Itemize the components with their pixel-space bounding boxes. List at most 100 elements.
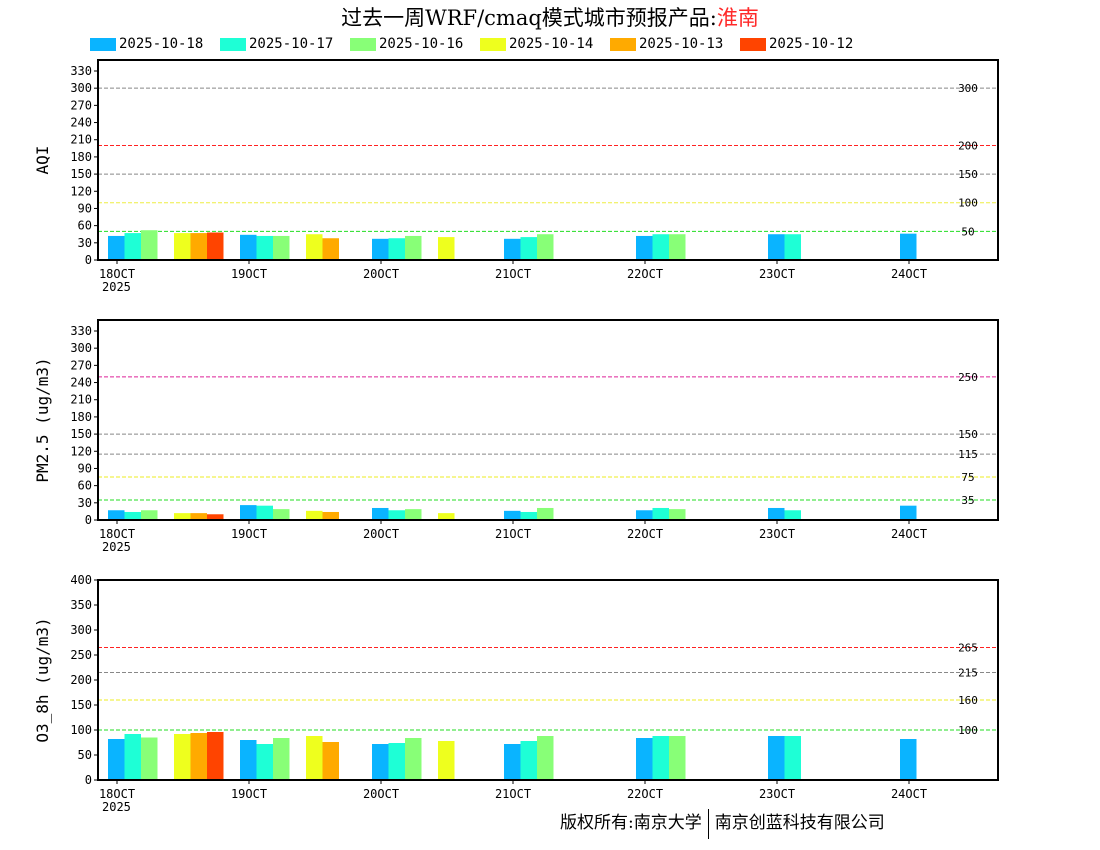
reference-label: 300 <box>958 82 978 95</box>
bar <box>388 510 405 520</box>
bar <box>652 507 669 520</box>
bar <box>768 507 785 520</box>
x-tick-label: 23OCT <box>759 527 795 541</box>
bar <box>190 733 207 780</box>
bar <box>537 507 554 520</box>
x-tick-label: 19OCT <box>231 527 267 541</box>
bar <box>537 736 554 780</box>
bar <box>124 511 141 520</box>
y-tick-label: 300 <box>70 81 92 95</box>
x-tick-label: 20OCT <box>363 267 399 281</box>
y-tick-label: 0 <box>85 513 92 527</box>
bar <box>306 234 323 260</box>
y-tick-label: 180 <box>70 410 92 424</box>
bar <box>124 233 141 260</box>
bar <box>405 235 422 260</box>
legend-item: 2025-10-13 <box>610 36 740 52</box>
bar <box>190 513 207 520</box>
bar <box>256 744 273 780</box>
x-tick-label: 18OCT <box>99 787 135 801</box>
x-tick-label: 19OCT <box>231 267 267 281</box>
y-tick-label: 240 <box>70 116 92 130</box>
y-tick-label: 90 <box>78 201 92 215</box>
bar <box>669 234 686 260</box>
bar <box>108 510 125 520</box>
plot-frame <box>97 319 999 521</box>
bar <box>141 737 158 780</box>
bar <box>784 234 801 260</box>
x-tick-label: 22OCT <box>627 267 663 281</box>
y-tick-label: 270 <box>70 358 92 372</box>
bar <box>438 513 455 520</box>
bar <box>405 509 422 520</box>
bar <box>537 234 554 260</box>
chart-0: 300 200 150 100 50 0 30 60 90 120 150 180 210 240 270 3… <box>33 59 999 294</box>
bar <box>372 744 389 780</box>
page-title: 过去一周WRF/cmaq模式城市预报产品:淮南 <box>0 2 1100 32</box>
x-tick-label: 23OCT <box>759 267 795 281</box>
y-tick-label: 270 <box>70 98 92 112</box>
chart-2: 265 215 160 100 0 50 100 150 200 250 300 350 400 18OC… <box>33 573 999 814</box>
copyright-footer: 版权所有:南京大学 南京创蓝科技有限公司 <box>560 808 885 839</box>
x-tick-label: 22OCT <box>627 527 663 541</box>
bar <box>240 740 257 780</box>
bar <box>256 235 273 260</box>
bar <box>322 511 339 520</box>
legend-item: 2025-10-12 <box>740 36 870 52</box>
y-tick-label: 100 <box>70 723 92 737</box>
y-axis-label: AQI <box>33 146 52 175</box>
y-tick-label: 120 <box>70 444 92 458</box>
bar <box>240 505 257 520</box>
bar <box>372 238 389 260</box>
year-label: 2025 <box>102 800 131 814</box>
legend-swatch <box>90 37 116 51</box>
reference-label: 35 <box>961 494 974 507</box>
bar <box>520 741 537 780</box>
bar <box>900 233 917 260</box>
legend-item: 2025-10-16 <box>350 36 480 52</box>
reference-label: 150 <box>958 168 978 181</box>
y-tick-label: 330 <box>70 64 92 78</box>
bar <box>636 235 653 260</box>
bar <box>108 739 125 780</box>
legend-label: 2025-10-13 <box>639 36 724 52</box>
bar <box>273 509 290 520</box>
y-tick-label: 90 <box>78 461 92 475</box>
bar <box>768 234 785 260</box>
y-tick-label: 150 <box>70 698 92 712</box>
reference-label: 265 <box>958 642 978 655</box>
year-label: 2025 <box>102 540 131 554</box>
x-tick-label: 20OCT <box>363 787 399 801</box>
bar <box>174 233 191 260</box>
chart-1: 250 150 115 75 35 0 30 60 90 120 150 180 210 240 270 30… <box>33 319 999 554</box>
legend-label: 2025-10-12 <box>769 36 854 52</box>
bar <box>141 230 158 260</box>
y-axis-label: PM2.5 (ug/m3) <box>33 357 52 482</box>
bar <box>207 514 224 520</box>
y-tick-label: 180 <box>70 150 92 164</box>
y-tick-label: 200 <box>70 673 92 687</box>
bar <box>520 237 537 260</box>
bar <box>124 734 141 780</box>
legend: 2025-10-18 2025-10-17 2025-10-16 2025-10-14… <box>90 36 870 52</box>
bar <box>273 738 290 780</box>
y-tick-label: 120 <box>70 184 92 198</box>
bar <box>900 739 917 780</box>
bar <box>388 238 405 260</box>
bar <box>438 237 455 260</box>
bar <box>405 738 422 780</box>
x-tick-label: 24OCT <box>891 267 927 281</box>
y-axis-label: O3_8h (ug/m3) <box>33 617 52 742</box>
legend-item: 2025-10-14 <box>480 36 610 52</box>
x-tick-label: 21OCT <box>495 267 531 281</box>
y-tick-label: 60 <box>78 219 92 233</box>
y-tick-label: 300 <box>70 341 92 355</box>
bar <box>504 744 521 780</box>
y-tick-label: 0 <box>85 773 92 787</box>
bar <box>256 505 273 520</box>
y-tick-label: 210 <box>70 393 92 407</box>
x-tick-label: 20OCT <box>363 527 399 541</box>
bar <box>207 732 224 780</box>
